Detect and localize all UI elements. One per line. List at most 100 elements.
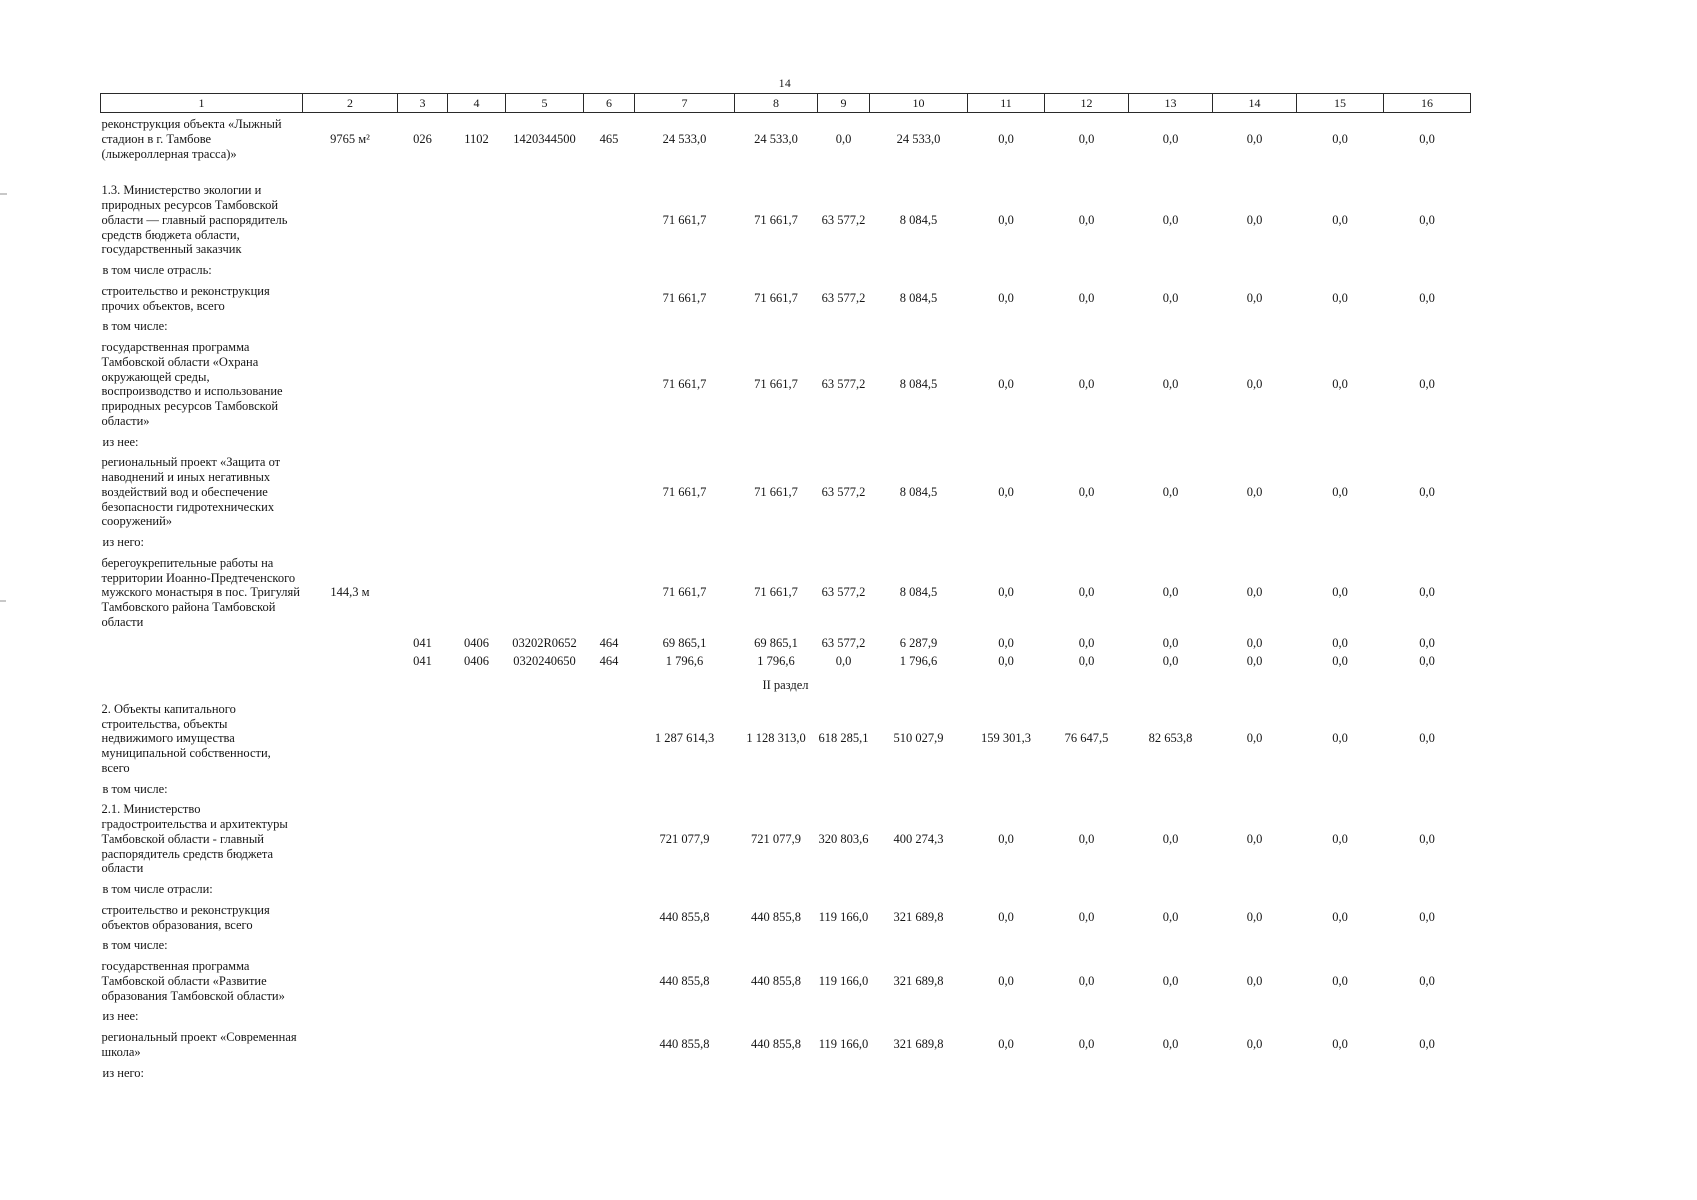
table-row: в том числе: [101,317,1471,336]
value-cell: 71 661,7 [754,376,798,391]
code-cell: 0406 [464,654,489,669]
code-cell [448,698,506,780]
value-cell: 440 855,8 [751,910,801,925]
scan-artifact [0,600,6,602]
value-cell: 0,0 [1162,910,1179,925]
table-row: из нее: [101,1007,1471,1026]
code-cell [506,336,584,433]
value-cell: 0,0 [1246,731,1263,746]
code-cell [398,899,448,937]
code-cell [448,955,506,1007]
column-header: 12 [1044,93,1129,113]
row-label: в том числе отрасли: [102,882,213,896]
row-label: в том числе: [102,938,168,953]
value-cell: 119 166,0 [818,910,869,925]
value-cell: 71 661,7 [754,585,798,600]
value-cell: 1 796,6 [757,654,795,669]
value-cell: 0,0 [1162,131,1179,146]
row-title: 1.3. Министерство экологии и природных р… [101,183,288,257]
table-row: из него: [101,1064,1471,1083]
value-cell: 82 653,8 [1148,731,1193,746]
table-row: II раздел [101,671,1471,698]
code-cell: 0320240650 [513,654,576,669]
code-cell: 464 [599,654,619,669]
row-label: из нее: [102,1009,139,1024]
code-cell: 041 [413,654,432,669]
value-cell: 6 287,9 [899,635,938,650]
value-cell: 0,0 [998,654,1014,669]
value-cell: 0,0 [1246,910,1263,925]
value-cell: 0,0 [1162,291,1179,306]
value-cell: 8 084,5 [899,376,938,391]
value-cell: 0,0 [1162,376,1179,391]
value-cell: 321 689,8 [893,973,944,988]
column-header: 13 [1128,93,1213,113]
value-cell: 71 661,7 [662,376,707,391]
table-row: государственная программа Тамбовской обл… [101,955,1471,1007]
table-row: региональный проект «Защита от наводнени… [101,451,1471,533]
value-cell: 63 577,2 [821,585,866,600]
value-cell: 0,0 [998,635,1014,650]
code-cell: 1420344500 [513,131,576,146]
value-cell: 721 077,9 [751,831,801,846]
code-cell [506,798,584,880]
value-cell: 71 661,7 [754,212,798,227]
value-cell: 0,0 [1078,635,1095,650]
table-header-row: 1 2 3 4 5 6 7 8 9 10 11 12 13 14 15 16 [100,93,1471,113]
quantity-cell [303,165,398,261]
code-cell: 041 [413,635,432,650]
row-label: в том числе: [102,319,168,334]
value-cell: 321 689,8 [893,910,944,925]
code-cell [506,698,584,780]
value-cell: 0,0 [1332,654,1348,669]
value-cell: 0,0 [1162,212,1179,227]
code-cell [506,451,584,533]
value-cell: 24 533,0 [754,131,798,146]
value-cell: 0,0 [998,484,1014,499]
value-cell: 71 661,7 [662,484,707,499]
value-cell: 0,0 [1162,484,1179,499]
value-cell: 0,0 [1078,1037,1095,1052]
value-cell: 76 647,5 [1064,731,1109,746]
column-header: 5 [505,93,584,113]
value-cell: 0,0 [1419,585,1435,600]
value-cell: 0,0 [1246,1037,1263,1052]
value-cell: 159 301,3 [981,731,1031,746]
table-row: из нее: [101,433,1471,452]
value-cell: 0,0 [1419,731,1435,746]
value-cell: 510 027,9 [893,731,944,746]
value-cell: 0,0 [1246,376,1263,391]
value-cell: 618 285,1 [818,731,869,746]
value-cell: 8 084,5 [899,585,938,600]
value-cell: 8 084,5 [899,212,938,227]
table-row: 041 0406 03202R0652 464 69 865,1 69 865,1 63 5… [101,634,1471,653]
value-cell: 24 533,0 [896,131,941,146]
value-cell: 0,0 [1419,831,1435,846]
value-cell: 440 855,8 [751,973,801,988]
quantity-cell [303,955,398,1007]
value-cell: 0,0 [1078,910,1095,925]
column-header: 10 [869,93,968,113]
table-row: строительство и реконструкция прочих объ… [101,280,1471,318]
table-row: в том числе отрасли: [101,880,1471,899]
row-label: из него: [102,1065,145,1080]
code-cell: 03202R0652 [512,635,577,650]
table-row: берегоукрепительные работы на территории… [101,552,1471,634]
code-cell [398,798,448,880]
column-header: 15 [1296,93,1384,113]
value-cell: 0,0 [1246,635,1263,650]
table-row: государственная программа Тамбовской обл… [101,336,1471,433]
value-cell: 0,0 [1332,131,1348,146]
code-cell [584,451,635,533]
value-cell: 0,0 [998,585,1014,600]
value-cell: 0,0 [1332,212,1348,227]
value-cell: 0,0 [1332,635,1348,650]
row-title: берегоукрепительные работы на территории… [101,555,300,629]
code-cell [398,165,448,261]
value-cell: 0,0 [1246,291,1263,306]
row-label: из него: [102,535,145,549]
value-cell: 0,0 [1246,131,1263,146]
column-header: 2 [302,93,398,113]
table-row: в том числе: [101,936,1471,955]
